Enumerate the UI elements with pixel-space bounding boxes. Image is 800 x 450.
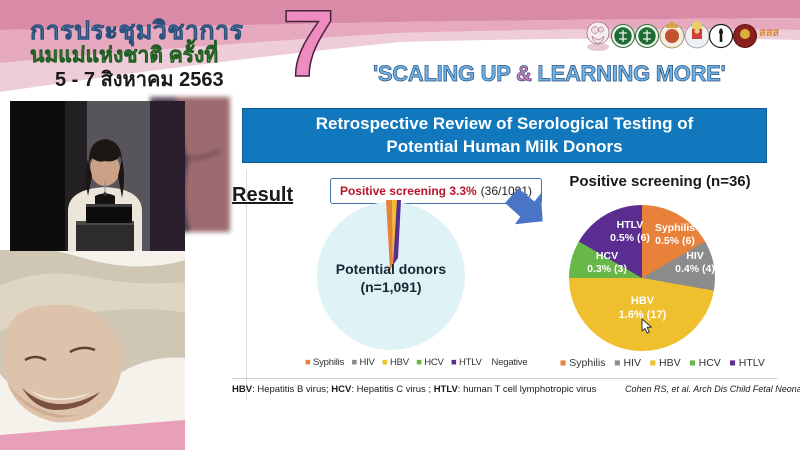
svg-text:สสส: สสส: [759, 27, 779, 39]
